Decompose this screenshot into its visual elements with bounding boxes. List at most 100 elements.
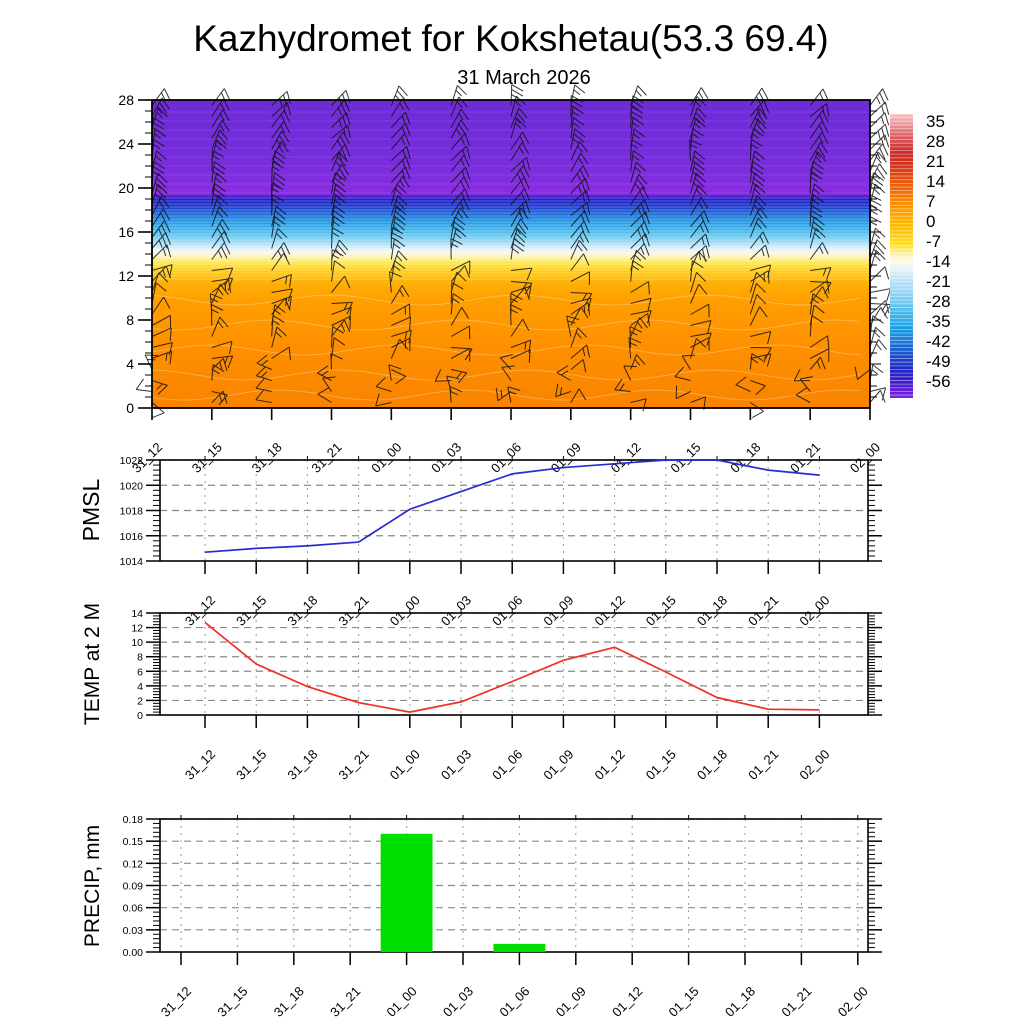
wind-barb (690, 284, 700, 304)
wind-barb-feather (636, 178, 646, 190)
wind-barb (271, 288, 293, 293)
wind-barb-feather (461, 137, 465, 145)
wind-barb-feather (580, 152, 589, 165)
wind-barb-feather (344, 275, 351, 289)
wind-barb (151, 380, 168, 386)
wind-barb-feather (637, 85, 647, 96)
time-axis-label: 31_21 (327, 984, 363, 1020)
wind-barb-feather (817, 146, 826, 158)
wind-barb-feather (216, 227, 222, 235)
y-axis-label: 0.00 (123, 947, 144, 959)
wind-barb-feather (519, 169, 527, 182)
wind-barb-feather (876, 343, 882, 351)
wind-barb-feather (706, 332, 712, 346)
wind-barb-feather (572, 111, 580, 117)
wind-barb-feather (452, 298, 460, 304)
wind-barb (809, 131, 823, 150)
wind-barb-feather (643, 243, 650, 256)
wind-barb-feather (644, 221, 650, 235)
wind-barb (570, 297, 592, 304)
wind-barb-feather (870, 205, 883, 213)
wind-barb-feather (460, 158, 465, 167)
wind-barb-feather (152, 122, 165, 130)
wind-barb-feather (334, 199, 342, 206)
wind-barb-feather (449, 386, 462, 393)
wind-barb-feather (517, 222, 527, 235)
wind-barb-feather (815, 227, 826, 238)
wind-barb-feather (335, 248, 342, 256)
wind-barb-feather (218, 206, 229, 217)
wind-barb-feather (330, 353, 343, 360)
wind-barb-feather (157, 183, 168, 194)
wind-barb-feather (881, 304, 887, 312)
y-axis-label: 1014 (120, 556, 144, 568)
wind-barb-feather (169, 328, 172, 342)
colorbar-label: -56 (926, 372, 951, 391)
wind-barb-feather (516, 117, 527, 128)
wind-barb-feather (880, 307, 888, 319)
colorbar-label: -28 (926, 292, 951, 311)
y-axis-label: 10 (131, 637, 143, 649)
time-axis-label: 01_03 (440, 984, 476, 1020)
wind-barb-feather (217, 134, 227, 145)
wind-barb (331, 337, 335, 359)
wind-barb (735, 384, 751, 392)
wind-barb-feather (692, 160, 700, 167)
wind-barb-feather (520, 218, 529, 230)
wind-barb (390, 238, 395, 260)
wind-barb (211, 172, 218, 194)
wind-barb-feather (273, 160, 281, 166)
wind-barb-feather (760, 104, 766, 117)
wind-barb-feather (578, 239, 588, 251)
wind-barb (510, 131, 524, 150)
wind-barb-feather (500, 389, 503, 398)
wind-barb-feather (692, 128, 704, 137)
wind-barb-feather (394, 260, 406, 269)
wind-barb-feather (401, 126, 406, 135)
wind-barb-feather (579, 169, 587, 182)
wind-barb (869, 134, 886, 150)
wind-barb (869, 250, 877, 271)
wind-barb-feather (820, 142, 828, 154)
y-axis-label: 0.06 (123, 903, 144, 915)
wind-barb-feather (342, 131, 350, 144)
wind-barb-feather (645, 211, 650, 225)
wind-barb-feather (460, 108, 469, 121)
wind-barb-feather (648, 281, 650, 295)
wind-barb (151, 296, 165, 315)
wind-barb-feather (434, 369, 442, 382)
wind-barb-feather (389, 271, 402, 278)
wind-barb (570, 201, 588, 216)
wind-barb-feather (152, 144, 161, 150)
wind-barb-feather (697, 107, 707, 118)
y-axis-label: 16 (118, 224, 134, 240)
wind-barb (809, 151, 818, 172)
wind-barb-feather (821, 242, 829, 255)
wind-barb (211, 390, 224, 403)
wind-barb-feather (516, 173, 522, 181)
wind-barb-feather (647, 298, 652, 311)
wind-barb-feather (160, 196, 170, 208)
wind-barb-feather (876, 239, 887, 250)
wind-barb-feather (161, 224, 168, 237)
colorbar-label: -49 (926, 352, 951, 371)
wind-barb-feather (750, 144, 759, 150)
wind-barb (510, 285, 532, 293)
wind-barb (144, 354, 153, 370)
wind-barb-feather (637, 321, 643, 329)
wind-barb-feather (583, 221, 590, 234)
wind-barb-feather (757, 211, 763, 219)
wind-barb-feather (520, 180, 525, 189)
wind-barb-feather (528, 285, 532, 299)
wind-barb-feather (814, 232, 821, 239)
wind-barb (630, 310, 652, 315)
wind-barb (271, 216, 276, 238)
wind-barb-feather (640, 203, 647, 216)
wind-barb (630, 243, 645, 260)
wind-barb-feather (875, 244, 885, 255)
wind-barb-feather (813, 221, 824, 231)
wind-barb (570, 84, 576, 106)
wind-barb-feather (219, 129, 229, 141)
wind-barb-feather (283, 242, 291, 255)
